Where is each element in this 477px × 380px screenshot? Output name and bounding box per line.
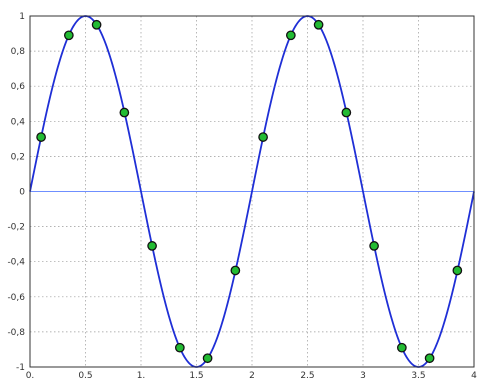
y-tick-label: -0,4 xyxy=(7,258,25,268)
sample-point xyxy=(396,342,407,353)
y-tick-label: -0,2 xyxy=(7,223,25,233)
x-tick-label: 2 xyxy=(249,371,255,380)
tick-labels: 0. 0.5 1. 1.5 2 2.5 3 3.5 4 1 0,8 0,6 0,4 0,2 0 -0,2 -0,… xyxy=(7,12,477,380)
x-tick-label: 1. xyxy=(137,371,146,380)
x-tick-label: 2.5 xyxy=(300,371,314,380)
sample-point xyxy=(313,19,324,30)
sample-point xyxy=(202,353,213,364)
sample-point xyxy=(230,265,241,276)
y-tick-label: 0,4 xyxy=(11,117,26,127)
y-tick-label: 0 xyxy=(19,188,25,198)
x-tick-label: 3.5 xyxy=(411,371,425,380)
sample-point xyxy=(175,342,185,353)
axes-frame xyxy=(29,15,475,368)
x-tick-label: 4 xyxy=(471,371,477,380)
sample-point xyxy=(452,265,463,276)
sample-point xyxy=(424,353,435,364)
y-tick-label: 0,2 xyxy=(11,152,25,162)
y-tick-label: -0,6 xyxy=(7,293,25,303)
y-tick-label: 0,8 xyxy=(11,47,26,57)
y-tick-label: -0,8 xyxy=(7,328,25,338)
sample-point xyxy=(369,241,379,251)
sample-point xyxy=(36,132,46,142)
sample-point xyxy=(341,107,352,118)
x-tick-label: 3 xyxy=(360,371,366,380)
x-tick-label: 0.5 xyxy=(78,371,92,380)
sample-point xyxy=(64,30,74,41)
sample-point xyxy=(119,107,130,118)
plot-area xyxy=(29,15,475,368)
sample-point xyxy=(91,19,102,30)
y-tick-label: 0,6 xyxy=(11,82,26,92)
sample-point xyxy=(147,241,157,251)
x-tick-label: 0. xyxy=(26,371,35,380)
y-tick-label: 1 xyxy=(19,12,25,22)
x-tick-label: 1.5 xyxy=(189,371,203,380)
sample-point xyxy=(285,30,296,41)
sample-point xyxy=(258,132,268,142)
y-tick-label: -1 xyxy=(16,363,25,373)
grid xyxy=(30,16,474,367)
